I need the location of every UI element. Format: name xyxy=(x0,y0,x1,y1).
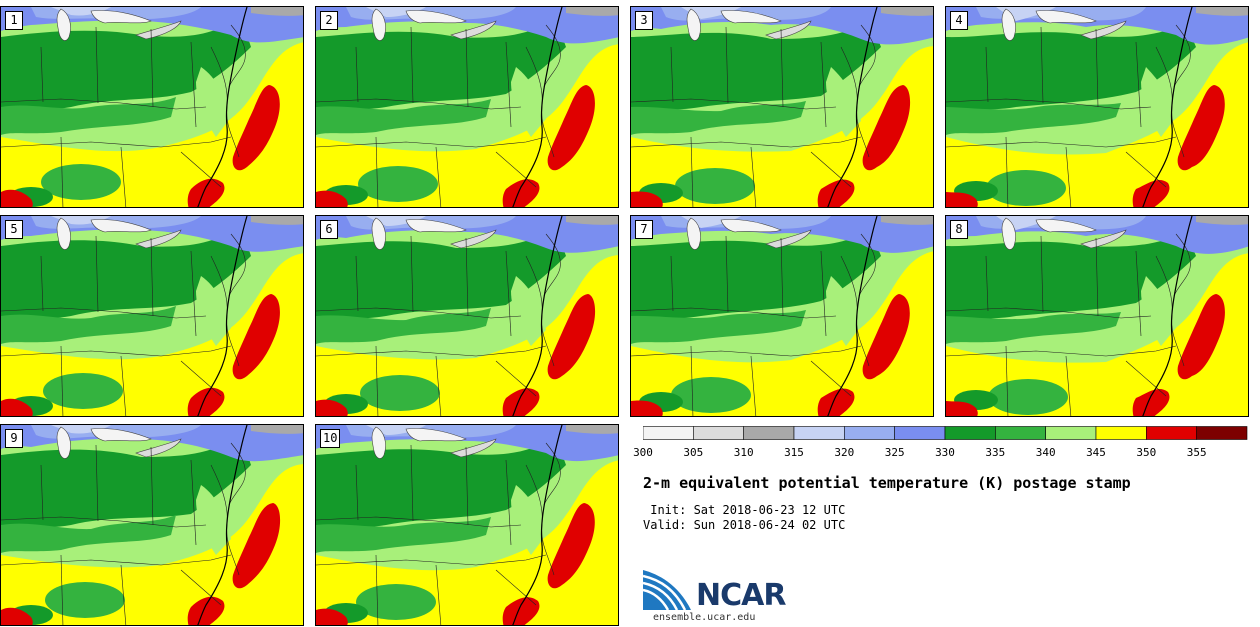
colorbar-tick-label: 320 xyxy=(834,446,855,459)
map-panel-9: 9 xyxy=(0,424,304,626)
colorbar-tick-label: 300 xyxy=(633,446,653,459)
colorbar-swatch xyxy=(894,426,946,440)
equivalent-potential-temperature-map xyxy=(316,425,618,625)
colorbar-swatch xyxy=(743,426,795,440)
colorbar-tick-label: 330 xyxy=(935,446,955,459)
equivalent-potential-temperature-map xyxy=(316,7,618,207)
colorbar-tick-label: 310 xyxy=(733,446,754,459)
panel-number-label: 3 xyxy=(635,11,653,30)
colorbar xyxy=(643,426,1248,440)
colorbar-tick-label: 325 xyxy=(884,446,905,459)
colorbar-tick-label: 305 xyxy=(683,446,704,459)
equivalent-potential-temperature-map xyxy=(946,7,1248,207)
equivalent-potential-temperature-map xyxy=(946,216,1248,416)
colorbar-swatch xyxy=(793,426,845,440)
map-panel-8: 8 xyxy=(945,215,1249,417)
equivalent-potential-temperature-map xyxy=(1,216,303,416)
colorbar-tick-label: 355 xyxy=(1186,446,1207,459)
colorbar-swatch xyxy=(693,426,744,440)
colorbar-tick-label: 345 xyxy=(1086,446,1106,459)
colorbar-swatch xyxy=(995,426,1046,440)
ensemble-url: ensemble.ucar.edu xyxy=(653,612,756,623)
valid-time: Valid: Sun 2018-06-24 02 UTC xyxy=(643,518,846,532)
colorbar-swatch xyxy=(1095,426,1147,440)
panel-number-label: 8 xyxy=(950,220,968,239)
map-panel-5: 5 xyxy=(0,215,304,417)
panel-number-label: 10 xyxy=(320,429,341,448)
panel-number-label: 2 xyxy=(320,11,338,30)
equivalent-potential-temperature-map xyxy=(1,425,303,625)
init-time: Init: Sat 2018-06-23 12 UTC xyxy=(643,503,846,517)
equivalent-potential-temperature-map xyxy=(1,7,303,207)
colorbar-tick-label: 315 xyxy=(784,446,804,459)
equivalent-potential-temperature-map xyxy=(631,7,933,207)
colorbar-swatch xyxy=(844,426,895,440)
panel-number-label: 4 xyxy=(950,11,968,30)
panel-number-label: 1 xyxy=(5,11,23,30)
map-panel-6: 6 xyxy=(315,215,619,417)
ncar-logo-text: NCAR xyxy=(696,578,786,613)
colorbar-swatch xyxy=(1196,426,1248,440)
equivalent-potential-temperature-map xyxy=(316,216,618,416)
map-panel-10: 10 xyxy=(315,424,619,626)
panel-number-label: 9 xyxy=(5,429,23,448)
map-panel-2: 2 xyxy=(315,6,619,208)
colorbar-swatch xyxy=(1146,426,1197,440)
colorbar-tick-label: 340 xyxy=(1035,446,1056,459)
colorbar-swatch xyxy=(643,426,694,440)
ncar-logo-icon xyxy=(643,570,691,611)
panel-number-label: 7 xyxy=(635,220,653,239)
colorbar-swatch xyxy=(944,426,996,440)
map-panel-1: 1 xyxy=(0,6,304,208)
colorbar-tick-label: 335 xyxy=(985,446,1006,459)
figure-title: 2-m equivalent potential temperature (K)… xyxy=(643,474,1131,492)
panel-number-label: 6 xyxy=(320,220,338,239)
map-panel-7: 7 xyxy=(630,215,934,417)
colorbar-tick-label: 350 xyxy=(1136,446,1157,459)
map-panel-3: 3 xyxy=(630,6,934,208)
panel-number-label: 5 xyxy=(5,220,23,239)
map-panel-4: 4 xyxy=(945,6,1249,208)
colorbar-swatch xyxy=(1045,426,1097,440)
equivalent-potential-temperature-map xyxy=(631,216,933,416)
